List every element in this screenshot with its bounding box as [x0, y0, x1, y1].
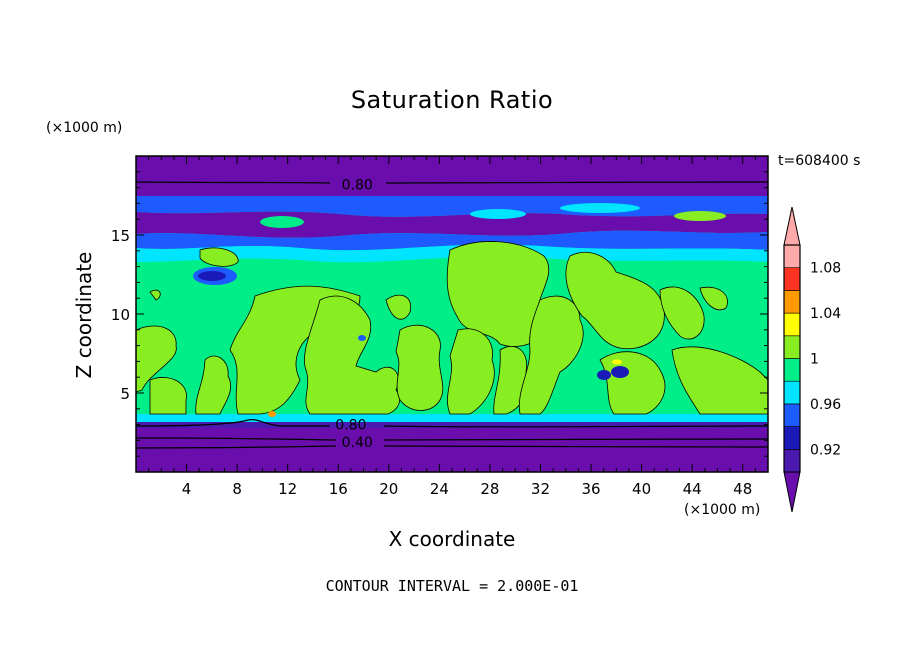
- x-tick-label: 12: [278, 480, 297, 498]
- x-axis-unit: (×1000 m): [684, 502, 761, 518]
- x-tick-label: 16: [329, 480, 348, 498]
- x-tick-label: 24: [430, 480, 449, 498]
- contour-label: 0.80: [342, 177, 373, 193]
- y-tick-label: 5: [120, 385, 130, 403]
- x-tick-label: 20: [379, 480, 398, 498]
- contour-lines: [135, 181, 769, 449]
- colorbar-swatch: [783, 267, 801, 291]
- contour-label: 0.40: [342, 435, 373, 451]
- colorbar-swatch: [783, 312, 801, 337]
- colorbar-extend-high: [783, 206, 801, 246]
- x-tick-label: 44: [683, 480, 702, 498]
- x-axis-label: X coordinate: [388, 527, 516, 551]
- x-tick-label: 28: [480, 480, 499, 498]
- contour-interval-note: CONTOUR INTERVAL = 2.000E-01: [325, 577, 579, 595]
- colorbar-swatch: [783, 244, 801, 269]
- x-tick-label: 32: [531, 480, 550, 498]
- colorbar-swatch: [783, 403, 801, 427]
- x-tick-label: 36: [581, 480, 600, 498]
- chart-title: Saturation Ratio: [350, 86, 554, 114]
- x-tick-label: 40: [632, 480, 651, 498]
- x-tick-label: 4: [182, 480, 192, 498]
- colorbar-swatch: [783, 380, 801, 405]
- colorbar-swatch: [783, 335, 801, 359]
- colorbar-tick-label: 0.92: [810, 442, 841, 458]
- contour-label: 0.80: [335, 418, 366, 434]
- colorbar-tick-label: 1.08: [810, 261, 841, 277]
- colorbar-tick-label: 0.96: [810, 397, 841, 413]
- colorbar-tick-label: 1: [810, 352, 819, 368]
- y-axis-unit: (×1000 m): [46, 120, 123, 136]
- colorbar-swatch: [783, 358, 801, 382]
- x-tick-label: 48: [733, 480, 752, 498]
- time-label: t=608400 s: [778, 153, 861, 169]
- colorbar-frame: [783, 244, 801, 473]
- y-tick-label: 10: [111, 306, 130, 324]
- colorbar-swatch: [783, 426, 801, 450]
- contour-field: [136, 156, 768, 472]
- colorbar-swatch: [783, 448, 801, 473]
- y-tick-label: 15: [111, 227, 130, 245]
- colorbar: [783, 206, 801, 513]
- colorbar-extend-low: [783, 471, 801, 513]
- x-tick-label: 8: [232, 480, 242, 498]
- colorbar-tick-label: 1.04: [810, 306, 841, 322]
- colorbar-swatch: [783, 290, 801, 314]
